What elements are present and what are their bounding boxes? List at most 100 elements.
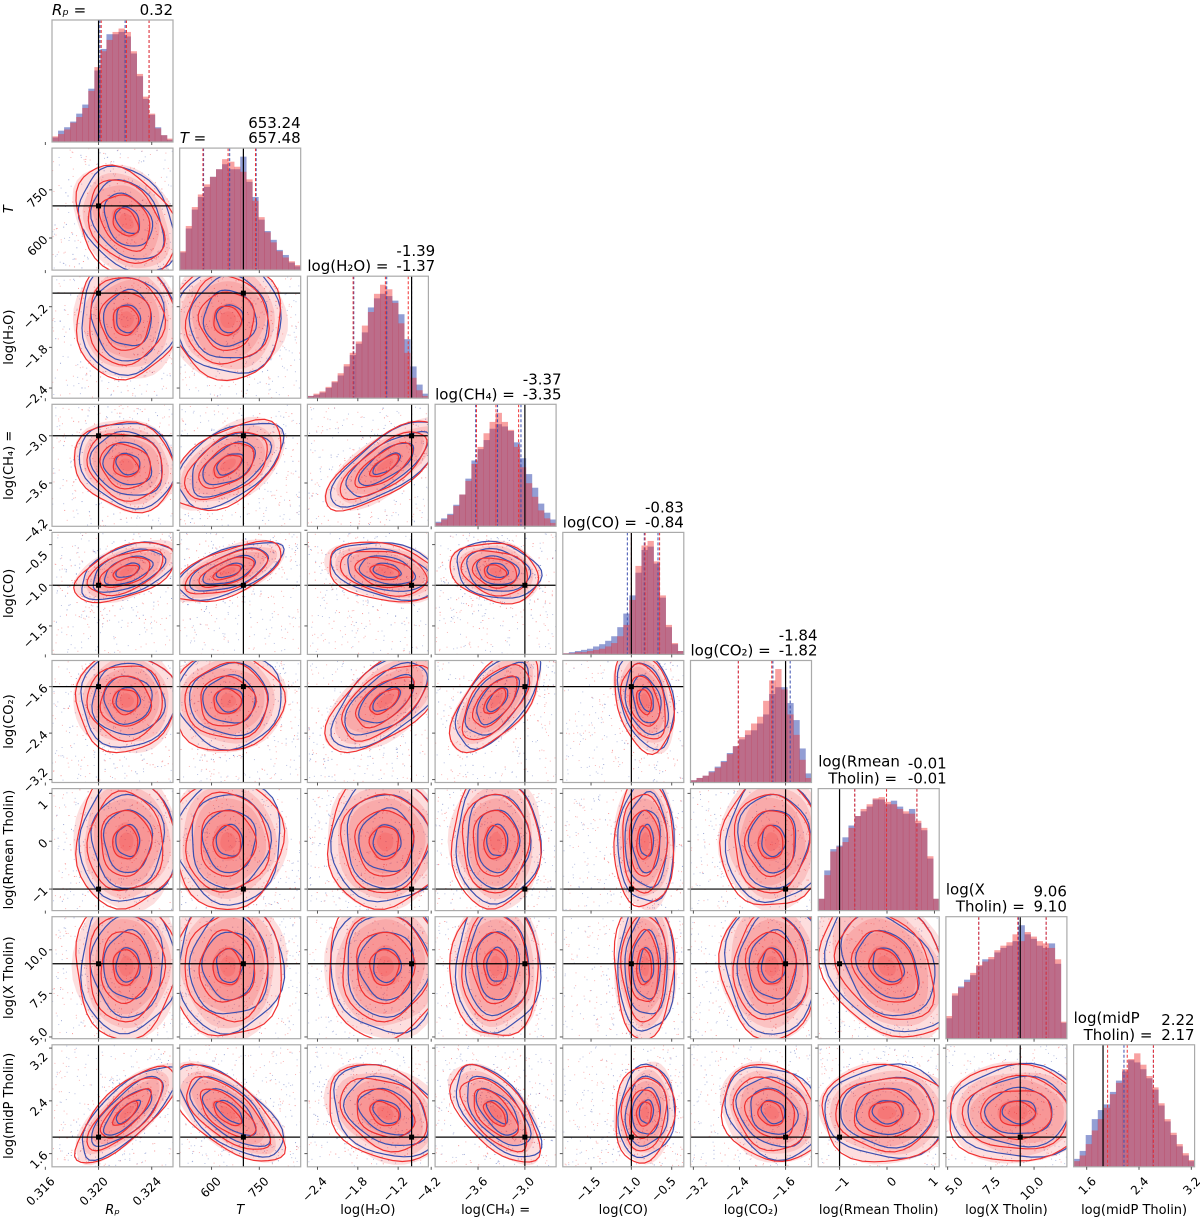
sample-point xyxy=(264,473,266,475)
sample-point xyxy=(148,514,150,516)
sample-point xyxy=(354,575,356,577)
sample-point xyxy=(187,478,189,480)
sample-point xyxy=(214,414,216,416)
sample-point xyxy=(367,558,369,560)
sample-point xyxy=(291,527,292,528)
sample-point xyxy=(377,630,379,632)
sample-point xyxy=(283,514,285,516)
sample-point xyxy=(150,538,152,540)
sample-point xyxy=(165,309,167,311)
sample-point xyxy=(63,226,65,228)
sample-point xyxy=(269,378,271,380)
histogram-bar xyxy=(94,70,101,142)
sample-point xyxy=(214,621,216,623)
sample-point xyxy=(125,472,127,474)
sample-point xyxy=(160,538,162,540)
sample-point xyxy=(61,568,63,570)
sample-point xyxy=(166,635,168,637)
histogram-bar xyxy=(106,39,113,142)
histogram-panel xyxy=(430,403,557,530)
sample-point xyxy=(174,288,175,289)
sample-point xyxy=(121,460,123,462)
sample-point xyxy=(440,590,442,592)
sample-point xyxy=(511,539,513,541)
sample-point xyxy=(122,326,124,328)
sample-point xyxy=(62,485,64,487)
sample-point xyxy=(216,508,218,510)
sample-point xyxy=(248,556,250,558)
sample-point xyxy=(213,575,215,577)
sample-point xyxy=(217,404,219,406)
sample-point xyxy=(251,593,253,595)
sample-point xyxy=(324,494,325,495)
sample-point xyxy=(145,478,147,480)
sample-point xyxy=(280,495,282,497)
sample-point xyxy=(89,360,91,362)
sample-point xyxy=(85,469,87,471)
sample-point xyxy=(152,519,154,521)
sample-point xyxy=(295,561,297,563)
sample-point xyxy=(122,192,124,194)
sample-point xyxy=(377,499,379,501)
contour-red xyxy=(324,420,429,512)
sample-point xyxy=(355,595,357,597)
sample-point xyxy=(59,440,61,442)
sample-point xyxy=(423,455,425,457)
y-tick-label: 750 xyxy=(24,185,50,211)
sample-point xyxy=(391,648,393,650)
sample-point xyxy=(230,365,232,367)
sample-point xyxy=(153,194,155,196)
sample-point xyxy=(158,305,160,307)
sample-point xyxy=(223,635,225,637)
sample-point xyxy=(170,363,172,365)
sample-point xyxy=(247,464,249,466)
sample-point xyxy=(471,606,473,608)
sample-point xyxy=(52,498,54,500)
sample-point xyxy=(263,324,265,326)
histogram-bar xyxy=(465,478,472,527)
sample-point xyxy=(279,340,281,342)
histogram-bar xyxy=(179,251,187,271)
sample-point xyxy=(239,516,241,518)
contour-blue xyxy=(188,276,269,359)
sample-point xyxy=(80,156,82,158)
sample-point xyxy=(71,579,73,581)
density-fill xyxy=(82,276,169,368)
sample-point xyxy=(197,346,199,348)
sample-point xyxy=(194,490,196,492)
sample-point xyxy=(439,595,441,597)
sample-point xyxy=(210,533,212,535)
contour-blue xyxy=(179,276,282,374)
sample-point xyxy=(146,355,148,357)
sample-point xyxy=(87,524,89,526)
sample-point xyxy=(262,559,264,561)
sample-point xyxy=(192,625,194,627)
sample-point xyxy=(435,607,437,609)
sample-point xyxy=(115,437,117,439)
sample-point xyxy=(240,426,242,428)
sample-point xyxy=(198,557,200,559)
sample-point xyxy=(374,472,376,474)
sample-point xyxy=(403,490,405,492)
sample-point xyxy=(202,447,204,449)
sample-point xyxy=(327,566,329,568)
sample-point xyxy=(188,515,190,517)
sample-point xyxy=(99,431,101,433)
sample-point xyxy=(275,540,277,542)
histogram-bar xyxy=(270,242,277,271)
sample-point xyxy=(485,609,487,611)
sample-point xyxy=(149,191,151,193)
sample-point xyxy=(165,343,167,345)
sample-point xyxy=(145,262,147,264)
sample-point xyxy=(270,577,272,579)
sample-point xyxy=(273,552,275,554)
sample-point xyxy=(395,483,397,485)
sample-point xyxy=(118,555,120,557)
sample-point xyxy=(132,418,134,420)
sample-point xyxy=(95,451,97,453)
sample-point xyxy=(207,578,209,580)
sample-point xyxy=(400,578,402,580)
sample-point xyxy=(284,461,286,463)
sample-point xyxy=(336,594,338,596)
sample-point xyxy=(290,365,292,367)
